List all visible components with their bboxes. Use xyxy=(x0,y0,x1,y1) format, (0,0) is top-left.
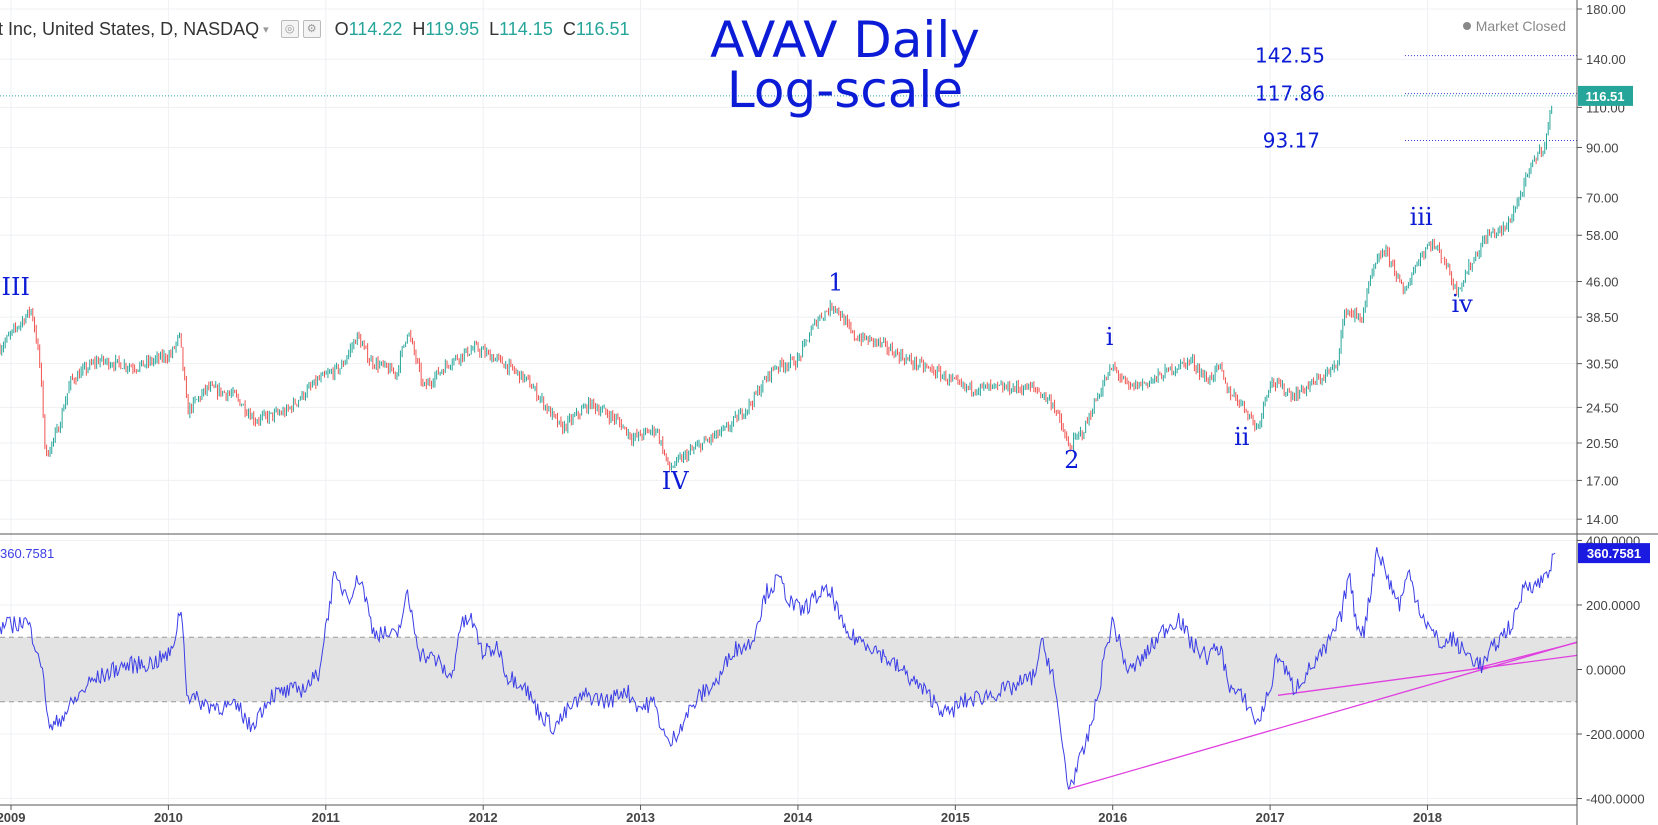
oscillator-trendline xyxy=(1277,654,1578,696)
oscillator-band xyxy=(0,637,1577,702)
time-axis-label: 2012 xyxy=(469,810,498,825)
current-price-badge xyxy=(1578,85,1633,106)
price-axis[interactable]: 180.00140.00110.0090.0070.0058.0046.0038… xyxy=(1577,2,1626,527)
high-value: 119.95 xyxy=(425,18,480,39)
oscillator-axis-label: -400.0000 xyxy=(1586,792,1645,807)
oscillator-line xyxy=(0,547,1556,791)
low-value: 114.15 xyxy=(499,18,553,39)
price-axis-label: 140.00 xyxy=(1586,52,1626,67)
oscillator-band-lines xyxy=(0,636,1577,703)
wave-label: iii xyxy=(1410,203,1433,231)
low-label: L xyxy=(489,18,500,39)
time-axis-label: 2016 xyxy=(1098,810,1127,825)
price-axis-label: 70.00 xyxy=(1586,191,1619,206)
price-axis-label: 38.50 xyxy=(1586,310,1619,325)
open-label: O xyxy=(334,18,349,39)
oscillator-axis-label: 0.0000 xyxy=(1586,663,1626,678)
wave-label: ii xyxy=(1234,423,1250,451)
time-axis-label: 2018 xyxy=(1413,810,1442,825)
price-candles xyxy=(0,105,1553,471)
wave-label: i xyxy=(1106,323,1114,351)
close-value: 116.51 xyxy=(575,18,630,39)
time-axis-label: 2011 xyxy=(312,810,340,825)
price-axis-label: 24.50 xyxy=(1586,400,1619,415)
current-price-badge-text: 116.51 xyxy=(1585,89,1624,104)
fib-level-label: 142.55 xyxy=(1255,44,1325,68)
status-dot-icon xyxy=(1462,22,1471,30)
eye-icon[interactable]: ◎ xyxy=(280,20,299,38)
chevron-down-icon[interactable]: ▾ xyxy=(263,23,269,36)
oscillator-value-badge-text: 360.7581 xyxy=(1587,546,1641,561)
value-badges: 116.51 360.7581 xyxy=(1578,85,1650,564)
price-axis-label: 46.00 xyxy=(1586,275,1619,290)
price-axis-label: 30.50 xyxy=(1586,357,1619,372)
oscillator-trendlines xyxy=(1068,641,1578,790)
gear-icon[interactable]: ⚙ xyxy=(302,20,321,38)
time-axis-label: 2013 xyxy=(626,810,655,825)
price-axis-label: 58.00 xyxy=(1586,228,1619,243)
fib-level-label: 117.86 xyxy=(1255,82,1325,106)
wave-label: IV xyxy=(662,467,689,495)
time-axis-label: 2010 xyxy=(154,810,183,825)
wave-label: 1 xyxy=(828,268,843,296)
price-axis-label: 90.00 xyxy=(1586,140,1619,155)
price-axis-label: 14.00 xyxy=(1586,512,1619,527)
wave-label: 2 xyxy=(1064,446,1079,474)
close-label: C xyxy=(562,18,576,39)
time-axis[interactable]: 2009 2010 2011 2012 2013 2014 2015 2016 2017 2018 xyxy=(0,805,1442,825)
open-value: 114.22 xyxy=(348,18,403,39)
market-status: Market Closed xyxy=(1462,18,1566,34)
price-levels: 142.55 117.86 93.17 xyxy=(0,44,1577,153)
wave-label: III xyxy=(2,273,30,301)
wave-label: iv xyxy=(1451,290,1473,318)
chart-title-line1: AVAV Daily xyxy=(710,11,980,69)
price-axis-label: 17.00 xyxy=(1586,473,1619,488)
high-label: H xyxy=(412,18,426,39)
price-axis-label: 20.50 xyxy=(1586,436,1619,451)
time-axis-label: 2015 xyxy=(941,810,970,825)
symbol-title[interactable]: t Inc, United States, D, NASDAQ xyxy=(0,18,260,39)
fib-level-label: 93.17 xyxy=(1263,129,1320,153)
oscillator-axis-label: 200.0000 xyxy=(1586,598,1640,613)
market-status-text: Market Closed xyxy=(1475,18,1566,34)
time-axis-label: 2009 xyxy=(0,810,25,825)
time-axis-label: 2017 xyxy=(1256,810,1285,825)
oscillator-trendline xyxy=(1471,641,1578,671)
time-axis-label: 2014 xyxy=(783,810,813,825)
oscillator-value-badge xyxy=(1578,543,1650,564)
price-axis-label: 180.00 xyxy=(1586,2,1626,17)
oscillator-value-label: 360.7581 xyxy=(0,546,55,561)
oscillator-axis-label: -200.0000 xyxy=(1586,727,1645,742)
chart-title-line2: Log-scale xyxy=(726,61,964,119)
